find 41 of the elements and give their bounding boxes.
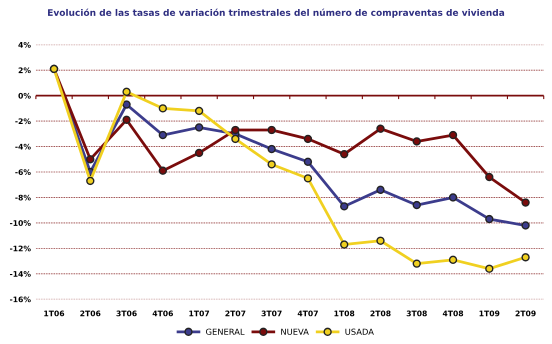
legend-label: GENERAL [206,328,245,335]
point [194,123,204,132]
point [122,100,131,109]
point [158,104,168,113]
point [448,130,458,140]
point [448,193,458,202]
point [194,106,204,116]
point [376,186,385,194]
legend-label: USADA [345,328,374,335]
point [194,148,204,158]
point [340,240,348,249]
point [521,198,530,207]
point [122,116,131,124]
point [267,144,276,154]
point [412,137,421,146]
legend-label: NUEVA [281,328,309,335]
point [521,253,530,262]
point [448,256,458,264]
point [86,155,94,164]
chart-title: Evolución de las tasas de variación trimestrales del número de compraventas de vivienda [48,8,504,18]
point [340,150,348,158]
point [376,236,385,245]
point [267,126,276,134]
point [412,200,421,210]
point [485,172,494,182]
point [340,202,348,211]
point [122,88,131,96]
point [158,166,168,175]
point [521,221,530,230]
point [267,160,276,169]
point [304,158,312,166]
point [485,264,494,273]
point [304,134,312,144]
point [231,134,240,144]
point [86,176,94,186]
point [231,126,240,134]
point [485,214,494,224]
point [158,130,168,140]
point [412,259,421,268]
point [376,124,385,133]
point [304,174,312,183]
